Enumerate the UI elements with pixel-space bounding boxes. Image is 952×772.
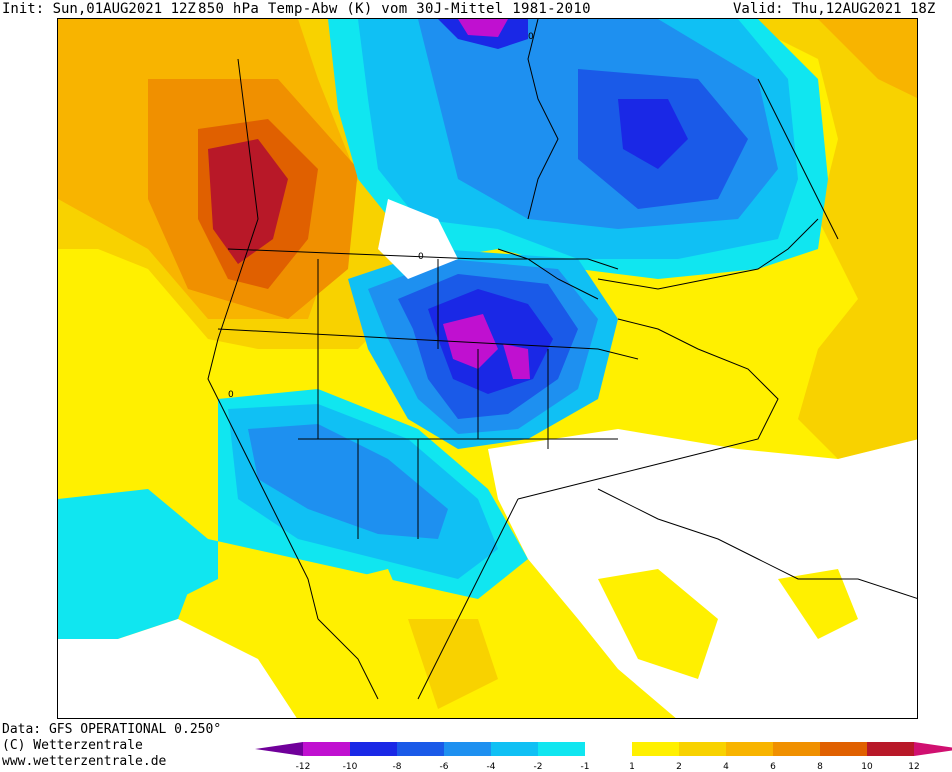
colorbar-swatch — [491, 742, 538, 756]
data-source: Data: GFS OPERATIONAL 0.250° — [2, 722, 222, 737]
colorbar-swatch — [867, 742, 914, 756]
colorbar-swatch — [820, 742, 867, 756]
colorbar-swatch — [444, 742, 491, 756]
header-bar: Init: Sun,01AUG2021 12Z 850 hPa Temp-Abw… — [0, 0, 952, 18]
valid-time: Valid: Thu,12AUG2021 18Z — [733, 1, 936, 17]
colorbar-swatch — [679, 742, 726, 756]
colorbar-tick-label: -8 — [393, 762, 402, 772]
colorbar-tick-label: -2 — [534, 762, 543, 772]
website-url: www.wetterzentrale.de — [2, 754, 167, 769]
colorbar-tick-label: -10 — [343, 762, 358, 772]
colorbar-swatch — [632, 742, 679, 756]
colorbar-tick-label: -6 — [440, 762, 449, 772]
init-time: Init: Sun,01AUG2021 12Z — [2, 1, 196, 17]
colorbar-tick-label: 12 — [908, 762, 919, 772]
colorbar-tick-label: -1 — [581, 762, 590, 772]
colorbar-tick-label: 4 — [723, 762, 729, 772]
colorbar-swatch — [726, 742, 773, 756]
colorbar-swatch — [585, 742, 632, 756]
colorbar-arrow-left — [255, 742, 303, 756]
colorbar-swatch — [303, 742, 350, 756]
colorbar-swatch — [773, 742, 820, 756]
colorbar-swatch — [538, 742, 585, 756]
colorbar-tick-label: 2 — [676, 762, 682, 772]
contour-label: 0 — [528, 32, 534, 42]
colorbar-tick-label: 1 — [629, 762, 635, 772]
chart-title: 850 hPa Temp-Abw (K) vom 30J-Mittel 1981… — [198, 1, 591, 17]
contour-label: 0 — [418, 252, 424, 262]
colorbar-tick-label: 6 — [770, 762, 776, 772]
colorbar-labels: -12 -10 -8 -6 -4 -2 -1 1 2 4 6 8 10 12 — [296, 762, 920, 772]
colorbar-tick-label: 8 — [817, 762, 823, 772]
colorbar-tick-label: -12 — [296, 762, 311, 772]
contour-label: 0 — [228, 390, 234, 400]
copyright: (C) Wetterzentrale — [2, 738, 143, 753]
map-panel: 0 0 0 — [57, 18, 918, 719]
colorbar-tick-label: 10 — [861, 762, 873, 772]
colorbar-arrow-right — [914, 742, 952, 756]
colorbar-swatch — [350, 742, 397, 756]
colorbar-swatch — [397, 742, 444, 756]
colorbar-swatches — [255, 742, 952, 756]
colorbar-tick-label: -4 — [487, 762, 496, 772]
credits: Data: GFS OPERATIONAL 0.250° (C) Wetterz… — [2, 722, 221, 770]
temperature-anomaly-map: 0 0 0 — [58, 19, 917, 718]
colorbar: -12 -10 -8 -6 -4 -2 -1 1 2 4 6 8 10 12 — [255, 742, 952, 772]
